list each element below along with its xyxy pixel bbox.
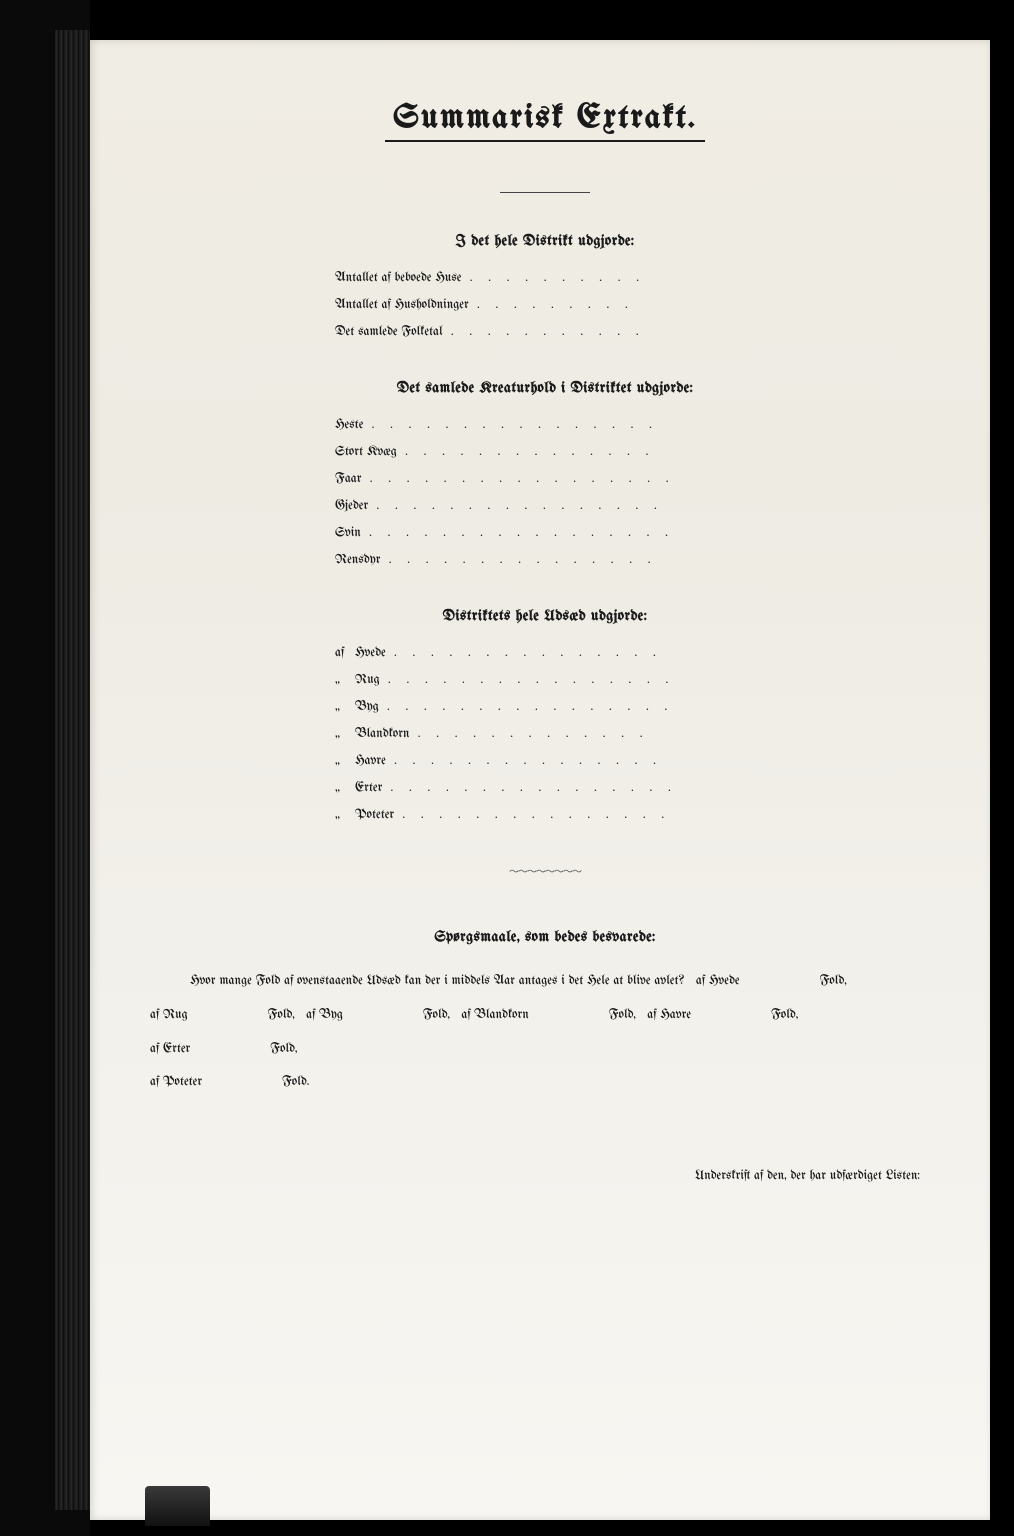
item-label: Rensdyr: [335, 554, 380, 567]
fold-unit: Fold,: [771, 1009, 798, 1022]
document-page: Summarisk Extrakt. I det hele Distrikt u…: [90, 40, 990, 1520]
list-item: Antallet af Husholdninger . . . . . . . …: [335, 296, 755, 313]
leader-dots: . . . . . . . . . . . . . . . .: [390, 779, 755, 796]
item-label: Erter: [355, 782, 382, 795]
fold-unit: Fold.: [282, 1076, 309, 1089]
section3-heading: Distriktets hele Udsæd udgjorde:: [140, 608, 950, 624]
wave-divider: ～～～～～～～～: [480, 863, 610, 879]
section4-heading: Spørgsmaale, som bedes besvarede:: [140, 929, 950, 945]
leader-dots: . . . . . . . . . . . . . .: [405, 443, 755, 460]
leader-dots: . . . . . . . . . . . . . . . . .: [370, 470, 755, 487]
list-item: „ Byg . . . . . . . . . . . . . . . .: [335, 698, 755, 715]
list-item: „ Rug . . . . . . . . . . . . . . . .: [335, 671, 755, 688]
list-item: Det samlede Folketal . . . . . . . . . .…: [335, 323, 755, 340]
list-item: „ Poteter . . . . . . . . . . . . . . .: [335, 806, 755, 823]
item-label: Byg: [355, 701, 379, 714]
list-item: Svin . . . . . . . . . . . . . . . . .: [335, 524, 755, 541]
item-label: Havre: [355, 755, 386, 768]
fold-pair: af Rug Fold,: [150, 1009, 295, 1022]
fold-unit: Fold,: [268, 1009, 295, 1022]
list-item: Antallet af beboede Huse . . . . . . . .…: [335, 269, 755, 286]
page-edges: [55, 30, 90, 1510]
leader-dots: . . . . . . . . . . . . . . . .: [387, 698, 755, 715]
fold-pair: af Erter Fold,: [150, 1043, 297, 1056]
leader-dots: . . . . . . . . . . . . . . . .: [371, 416, 755, 433]
fold-unit: Fold,: [820, 975, 847, 988]
leader-dots: . . . . . . . . . . . . . . .: [402, 806, 755, 823]
section1-items: Antallet af beboede Huse . . . . . . . .…: [335, 269, 755, 340]
item-prefix: „: [335, 701, 355, 714]
fold-pair: af Havre Fold,: [647, 1009, 798, 1022]
item-label: Rug: [355, 674, 380, 687]
item-label: Antallet af Husholdninger: [335, 299, 469, 312]
section3-items: af Hvede . . . . . . . . . . . . . . . „…: [335, 644, 755, 823]
page-title: Summarisk Extrakt.: [140, 100, 950, 136]
fold-unit: Fold,: [423, 1009, 450, 1022]
binder-clip: [145, 1486, 210, 1526]
fold-label: af Poteter: [150, 1076, 202, 1089]
fold-label: af Havre: [647, 1009, 691, 1022]
leader-dots: . . . . . . . . . .: [469, 269, 755, 286]
list-item: Rensdyr . . . . . . . . . . . . . . .: [335, 551, 755, 568]
item-prefix: „: [335, 782, 355, 795]
list-item: Faar . . . . . . . . . . . . . . . . .: [335, 470, 755, 487]
leader-dots: . . . . . . . . . . . . . . .: [394, 752, 755, 769]
list-item: „ Erter . . . . . . . . . . . . . . . .: [335, 779, 755, 796]
leader-dots: . . . . . . . . . . . . . . . . .: [369, 524, 755, 541]
list-item: „ Havre . . . . . . . . . . . . . . .: [335, 752, 755, 769]
item-label: Antallet af beboede Huse: [335, 272, 461, 285]
section1-heading: I det hele Distrikt udgjorde:: [140, 233, 950, 249]
fold-pair: af Poteter Fold.: [150, 1076, 309, 1089]
item-label: Blandkorn: [355, 728, 409, 741]
fold-pair: af Blandkorn Fold,: [461, 1009, 635, 1022]
item-prefix: „: [335, 809, 355, 822]
section2-heading: Det samlede Kreaturhold i Distriktet udg…: [140, 380, 950, 396]
list-item: Stort Kvæg . . . . . . . . . . . . . .: [335, 443, 755, 460]
item-label: Svin: [335, 527, 361, 540]
list-item: Gjeder . . . . . . . . . . . . . . . .: [335, 497, 755, 514]
item-label: Gjeder: [335, 500, 368, 513]
fold-unit: Fold,: [270, 1043, 297, 1056]
fold-label: af Blandkorn: [461, 1009, 528, 1022]
leader-dots: . . . . . . . . . . . . . . . .: [376, 497, 755, 514]
item-prefix: „: [335, 755, 355, 768]
fold-label: af Erter: [150, 1043, 190, 1056]
fold-label: af Rug: [150, 1009, 188, 1022]
signature-line: Underskrift af den, der har udfærdiget L…: [140, 1170, 950, 1183]
divider: [500, 192, 590, 193]
item-label: Poteter: [355, 809, 394, 822]
item-prefix: „: [335, 674, 355, 687]
item-label: Stort Kvæg: [335, 446, 397, 459]
question-text: Hvor mange Fold af ovenstaaende Udsæd ka…: [140, 965, 950, 1100]
list-item: af Hvede . . . . . . . . . . . . . . .: [335, 644, 755, 661]
fold-pair: af Hvede Fold,: [688, 975, 846, 988]
item-label: Hvede: [355, 647, 386, 660]
leader-dots: . . . . . . . . . . . . . . . .: [388, 671, 755, 688]
fold-label: af Byg: [306, 1009, 343, 1022]
question-intro: Hvor mange Fold af ovenstaaende Udsæd ka…: [190, 975, 684, 988]
fold-label: af Hvede: [696, 975, 740, 988]
list-item: Heste . . . . . . . . . . . . . . . .: [335, 416, 755, 433]
fold-pair: af Byg Fold,: [306, 1009, 450, 1022]
leader-dots: . . . . . . . . . . . . . . .: [388, 551, 755, 568]
leader-dots: . . . . . . . . . . . . .: [417, 725, 755, 742]
item-prefix: af: [335, 647, 355, 660]
section2-items: Heste . . . . . . . . . . . . . . . . St…: [335, 416, 755, 568]
leader-dots: . . . . . . . . . . . . . . .: [394, 644, 755, 661]
item-prefix: „: [335, 728, 355, 741]
item-label: Faar: [335, 473, 362, 486]
item-label: Heste: [335, 419, 363, 432]
leader-dots: . . . . . . . . . . .: [451, 323, 755, 340]
list-item: „ Blandkorn . . . . . . . . . . . . .: [335, 725, 755, 742]
item-label: Det samlede Folketal: [335, 326, 443, 339]
title-underline: [385, 140, 705, 142]
leader-dots: . . . . . . . . .: [477, 296, 755, 313]
fold-unit: Fold,: [609, 1009, 636, 1022]
